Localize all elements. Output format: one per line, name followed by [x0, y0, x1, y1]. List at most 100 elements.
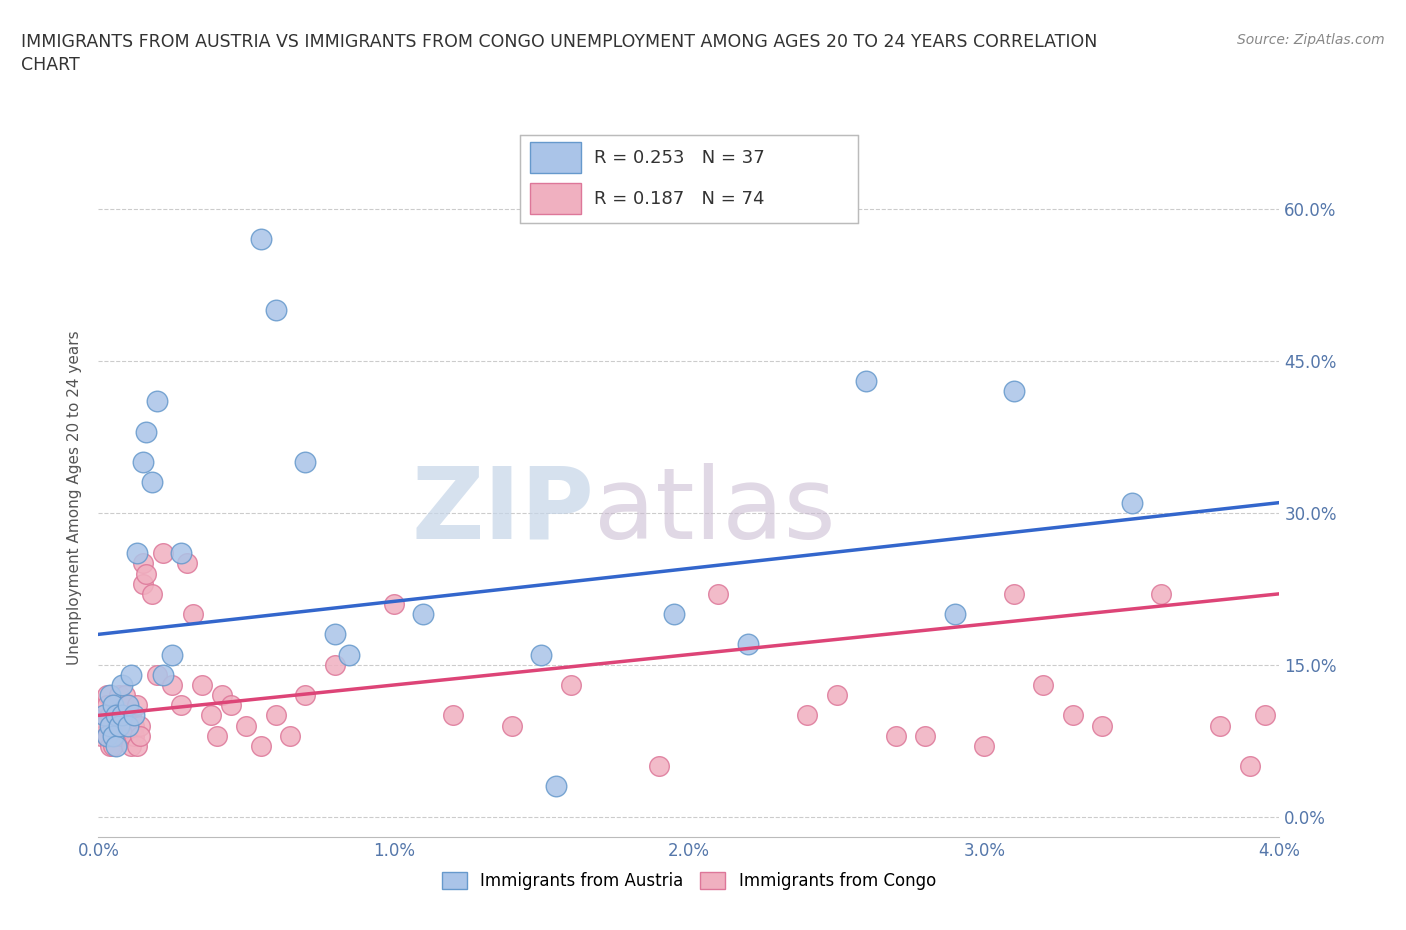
- Text: R = 0.253   N = 37: R = 0.253 N = 37: [595, 149, 765, 166]
- Point: [103, 728, 125, 743]
- Point: [737, 637, 759, 652]
- Point: [105, 708, 128, 723]
- Point: [1091, 718, 1114, 733]
- Point: [546, 779, 568, 794]
- Point: [914, 728, 936, 743]
- Point: [111, 718, 134, 733]
- Point: [664, 606, 686, 621]
- Point: [120, 738, 142, 753]
- Point: [162, 647, 183, 662]
- Point: [96, 728, 118, 743]
- Point: [108, 718, 131, 733]
- Point: [117, 718, 139, 733]
- Y-axis label: Unemployment Among Ages 20 to 24 years: Unemployment Among Ages 20 to 24 years: [67, 330, 83, 665]
- Point: [264, 708, 287, 723]
- Point: [382, 596, 405, 611]
- Point: [117, 698, 139, 712]
- Point: [323, 627, 346, 642]
- Text: Source: ZipAtlas.com: Source: ZipAtlas.com: [1237, 33, 1385, 46]
- Point: [250, 232, 273, 246]
- Point: [200, 708, 222, 723]
- Point: [294, 455, 316, 470]
- Point: [93, 718, 115, 733]
- Point: [111, 708, 134, 723]
- Point: [294, 687, 316, 702]
- Point: [170, 698, 193, 712]
- Point: [105, 708, 128, 723]
- Point: [93, 708, 115, 723]
- Point: [103, 718, 125, 733]
- Point: [943, 606, 966, 621]
- Point: [96, 728, 118, 743]
- Point: [93, 708, 115, 723]
- Point: [211, 687, 233, 702]
- Point: [111, 728, 134, 743]
- Point: [560, 678, 582, 693]
- Point: [973, 738, 995, 753]
- Point: [1239, 759, 1261, 774]
- Point: [122, 708, 145, 723]
- Point: [108, 718, 131, 733]
- Point: [181, 606, 204, 621]
- Point: [1209, 718, 1232, 733]
- Point: [337, 647, 360, 662]
- Point: [103, 728, 125, 743]
- Point: [1032, 678, 1054, 693]
- Point: [108, 708, 131, 723]
- Point: [105, 698, 128, 712]
- Point: [117, 698, 139, 712]
- Point: [117, 728, 139, 743]
- Point: [501, 718, 523, 733]
- Point: [205, 728, 228, 743]
- Point: [128, 728, 150, 743]
- Point: [441, 708, 464, 723]
- Point: [235, 718, 257, 733]
- Point: [176, 556, 198, 571]
- Point: [120, 668, 142, 683]
- Point: [219, 698, 242, 712]
- Point: [90, 728, 112, 743]
- Point: [152, 546, 174, 561]
- Point: [125, 698, 148, 712]
- Point: [1254, 708, 1277, 723]
- Point: [412, 606, 434, 621]
- Point: [114, 708, 136, 723]
- Point: [1002, 587, 1025, 602]
- Point: [96, 687, 118, 702]
- Point: [707, 587, 730, 602]
- Point: [323, 658, 346, 672]
- Point: [105, 738, 128, 753]
- Point: [796, 708, 818, 723]
- Legend: Immigrants from Austria, Immigrants from Congo: Immigrants from Austria, Immigrants from…: [436, 865, 942, 897]
- Point: [146, 393, 169, 408]
- Point: [105, 728, 128, 743]
- Point: [278, 728, 302, 743]
- Point: [122, 728, 145, 743]
- Text: R = 0.187   N = 74: R = 0.187 N = 74: [595, 191, 765, 208]
- Point: [120, 708, 142, 723]
- Point: [117, 718, 139, 733]
- Point: [98, 738, 121, 753]
- Point: [264, 302, 287, 317]
- Point: [250, 738, 273, 753]
- Text: CHART: CHART: [21, 56, 80, 73]
- Text: ZIP: ZIP: [412, 462, 595, 560]
- Point: [114, 687, 136, 702]
- Point: [132, 556, 155, 571]
- Point: [162, 678, 183, 693]
- Point: [98, 718, 121, 733]
- Text: atlas: atlas: [595, 462, 837, 560]
- Point: [884, 728, 907, 743]
- Point: [1002, 384, 1025, 399]
- Point: [1150, 587, 1173, 602]
- Point: [855, 374, 877, 389]
- Point: [103, 698, 125, 712]
- Point: [132, 577, 155, 591]
- Point: [98, 708, 121, 723]
- Point: [141, 475, 163, 490]
- Point: [108, 687, 131, 702]
- Point: [125, 546, 148, 561]
- Point: [152, 668, 174, 683]
- Point: [191, 678, 214, 693]
- Point: [103, 738, 125, 753]
